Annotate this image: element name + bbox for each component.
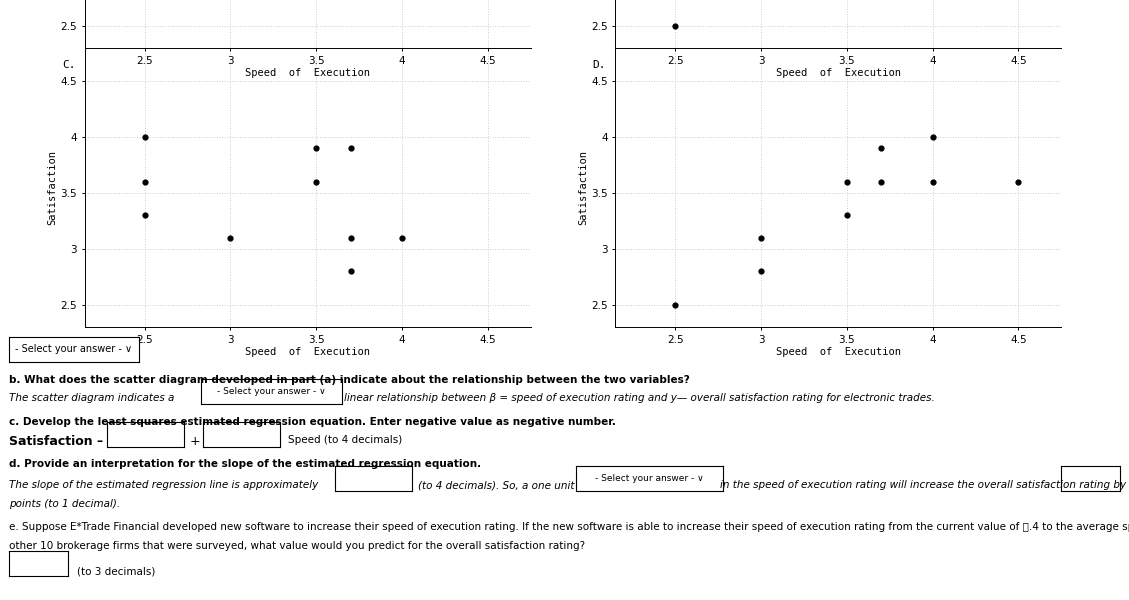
Text: b. What does the scatter diagram developed in part (a) indicate about the relati: b. What does the scatter diagram develop… <box>9 375 690 385</box>
Y-axis label: Satisfaction: Satisfaction <box>47 150 58 225</box>
X-axis label: Speed  of  Execution: Speed of Execution <box>776 347 901 358</box>
Point <box>135 211 154 220</box>
Text: c. Develop the least squares estimated regression equation. Enter negative value: c. Develop the least squares estimated r… <box>9 417 616 427</box>
Text: other 10 brokerage firms that were surveyed, what value would you predict for th: other 10 brokerage firms that were surve… <box>9 541 585 551</box>
Text: (to 4 decimals). So, a one unit: (to 4 decimals). So, a one unit <box>418 480 575 490</box>
Point <box>307 177 325 187</box>
Text: - Select your answer - ∨: - Select your answer - ∨ <box>217 387 326 396</box>
Y-axis label: Satisfaction: Satisfaction <box>578 150 588 225</box>
Point <box>341 266 359 276</box>
Text: C.: C. <box>62 60 76 70</box>
Point <box>341 233 359 242</box>
Text: e. Suppose E*Trade Financial developed new software to increase their speed of e: e. Suppose E*Trade Financial developed n… <box>9 522 1129 532</box>
Point <box>341 143 359 153</box>
Point <box>872 177 890 187</box>
Text: The slope of the estimated regression line is approximately: The slope of the estimated regression li… <box>9 480 318 490</box>
Text: Satisfaction –: Satisfaction – <box>9 435 103 448</box>
X-axis label: Speed  of  Execution: Speed of Execution <box>776 68 901 79</box>
Point <box>393 233 411 242</box>
Point <box>838 177 856 187</box>
X-axis label: Speed  of  Execution: Speed of Execution <box>245 347 370 358</box>
Point <box>838 211 856 220</box>
X-axis label: Speed  of  Execution: Speed of Execution <box>245 68 370 79</box>
Point <box>872 143 890 153</box>
Text: - Select your answer - ∨: - Select your answer - ∨ <box>16 344 132 354</box>
Point <box>1009 177 1027 187</box>
Point <box>135 177 154 187</box>
Text: in the speed of execution rating will increase the overall satisfaction rating b: in the speed of execution rating will in… <box>720 480 1129 490</box>
Text: linear relationship between β = speed of execution rating and y— overall satisfa: linear relationship between β = speed of… <box>344 393 935 403</box>
Text: Speed (to 4 decimals): Speed (to 4 decimals) <box>288 435 402 445</box>
Text: (to 3 decimals): (to 3 decimals) <box>77 567 155 577</box>
Point <box>924 133 942 142</box>
Point <box>135 133 154 142</box>
Text: - Select your answer - ∨: - Select your answer - ∨ <box>595 474 703 482</box>
Point <box>221 233 239 242</box>
Point <box>307 143 325 153</box>
Point <box>666 300 684 310</box>
Text: The scatter diagram indicates a: The scatter diagram indicates a <box>9 393 174 403</box>
Point <box>924 177 942 187</box>
Text: D.: D. <box>593 60 606 70</box>
Point <box>752 233 770 242</box>
Point <box>666 21 684 31</box>
Point <box>752 266 770 276</box>
Text: points (to 1 decimal).: points (to 1 decimal). <box>9 499 120 509</box>
Text: +: + <box>190 435 200 448</box>
Text: d. Provide an interpretation for the slope of the estimated regression equation.: d. Provide an interpretation for the slo… <box>9 459 481 469</box>
